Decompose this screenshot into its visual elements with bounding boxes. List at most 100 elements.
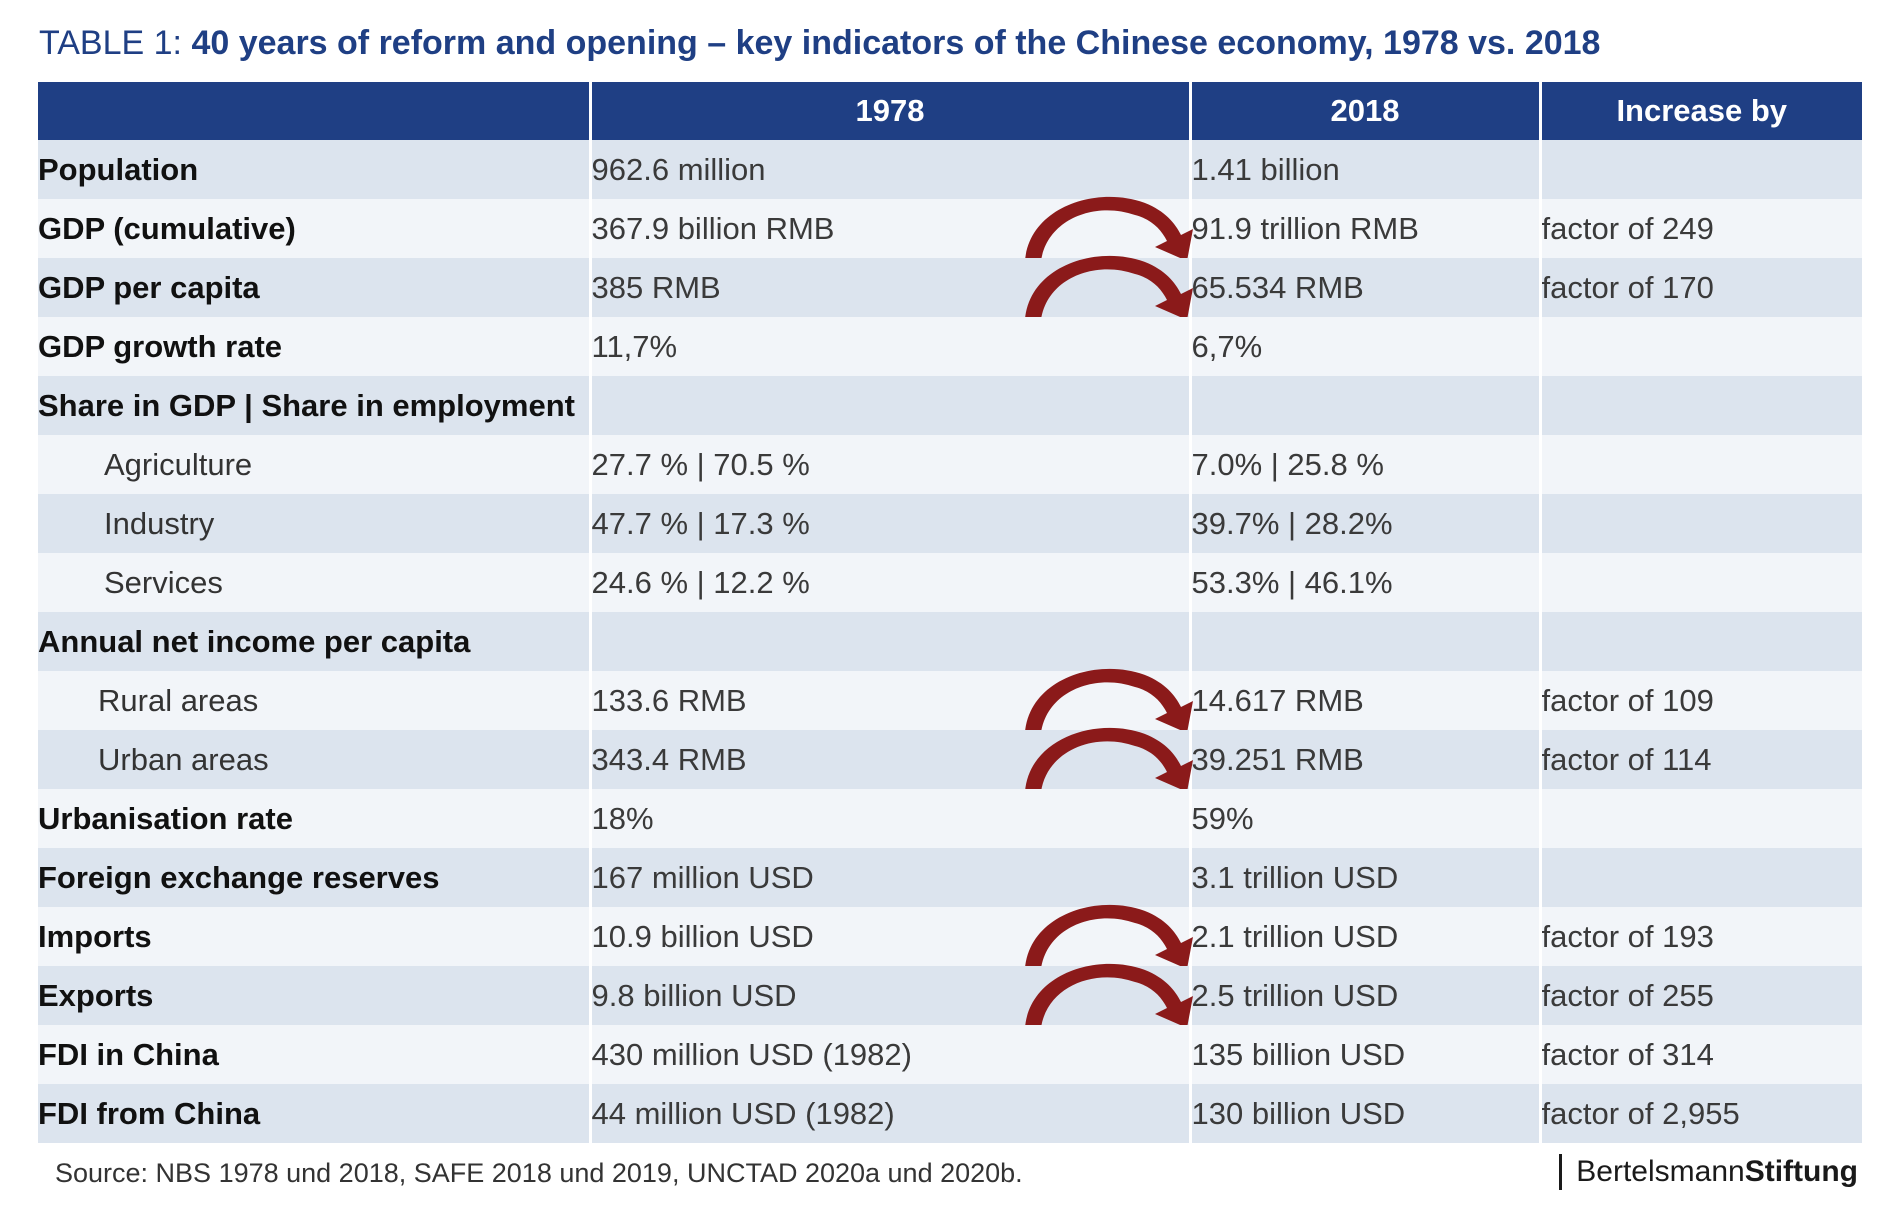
value-2018: 135 billion USD xyxy=(1190,1025,1542,1084)
value-increase: factor of 249 xyxy=(1540,199,1862,258)
value-1978: 167 million USD xyxy=(590,848,1192,907)
curved-arrow-icon xyxy=(1024,963,1193,1028)
value-2018: 2.5 trillion USD xyxy=(1190,966,1542,1025)
value-1978-text: 24.6 % | 12.2 % xyxy=(591,564,810,600)
table-row: Population 962.6 million 1.41 billion xyxy=(38,140,1862,199)
table-row: Rural areas 133.6 RMB 14.617 RMB factor of … xyxy=(38,668,1862,733)
value-2018: 3.1 trillion USD xyxy=(1190,848,1542,907)
value-increase xyxy=(1540,435,1862,494)
value-increase: factor of 170 xyxy=(1540,258,1862,317)
value-1978-text: 27.7 % | 70.5 % xyxy=(591,446,810,482)
value-2018: 39.7% | 28.2% xyxy=(1190,494,1542,553)
value-2018: 59% xyxy=(1190,789,1542,848)
row-label: Annual net income per capita xyxy=(38,612,592,671)
curved-arrow-icon xyxy=(1024,255,1193,320)
value-increase xyxy=(1540,553,1862,612)
table-row: Urban areas 343.4 RMB 39.251 RMB factor of … xyxy=(38,727,1862,792)
value-2018 xyxy=(1190,612,1542,671)
row-label: Rural areas xyxy=(38,671,592,730)
table-body: Population 962.6 million 1.41 billion GDP (… xyxy=(38,140,1862,1143)
value-2018: 7.0% | 25.8 % xyxy=(1190,435,1542,494)
value-increase xyxy=(1540,376,1862,435)
table-row: Annual net income per capita xyxy=(38,612,1862,671)
table-row: Foreign exchange reserves 167 million USD… xyxy=(38,848,1862,907)
row-label: Industry xyxy=(38,494,592,553)
row-label: Imports xyxy=(38,907,592,966)
table-row: Services 24.6 % | 12.2 % 53.3% | 46.1% xyxy=(38,553,1862,612)
value-1978: 367.9 billion RMB xyxy=(590,196,1193,261)
value-1978 xyxy=(590,612,1192,671)
value-1978: 10.9 billion USD xyxy=(590,904,1193,969)
value-increase: factor of 109 xyxy=(1540,671,1862,730)
value-2018: 1.41 billion xyxy=(1190,140,1542,199)
curved-arrow-icon xyxy=(1024,727,1193,792)
value-1978: 430 million USD (1982) xyxy=(590,1025,1192,1084)
row-label: Urban areas xyxy=(38,730,592,789)
row-label: Population xyxy=(38,140,592,199)
value-1978: 44 million USD (1982) xyxy=(590,1084,1192,1143)
table-row: Industry 47.7 % | 17.3 % 39.7% | 28.2% xyxy=(38,494,1862,553)
value-1978-text: 167 million USD xyxy=(591,859,814,895)
table-row: Exports 9.8 billion USD 2.5 trillion USD fa… xyxy=(38,963,1862,1028)
value-1978: 385 RMB xyxy=(590,255,1193,320)
value-1978: 11,7% xyxy=(590,317,1192,376)
row-label: Exports xyxy=(38,966,592,1025)
value-1978 xyxy=(590,376,1192,435)
value-1978-text: 18% xyxy=(591,800,654,836)
value-1978-text: 11,7% xyxy=(591,328,678,364)
table-title: TABLE 1: 40 years of reform and opening … xyxy=(39,18,1600,68)
value-1978-text: 430 million USD (1982) xyxy=(591,1036,912,1072)
value-1978-text: 133.6 RMB xyxy=(591,682,747,718)
value-1978-text: 9.8 billion USD xyxy=(591,977,797,1013)
header-increase: Increase by xyxy=(1540,82,1862,140)
row-label: Foreign exchange reserves xyxy=(38,848,592,907)
brand-part-1: Bertelsmann xyxy=(1576,1155,1745,1188)
row-label: GDP (cumulative) xyxy=(38,199,592,258)
value-1978-text: 343.4 RMB xyxy=(591,741,747,777)
table-row: GDP growth rate 11,7% 6,7% xyxy=(38,317,1862,376)
row-label: GDP growth rate xyxy=(38,317,592,376)
value-increase: factor of 193 xyxy=(1540,907,1862,966)
value-1978: 962.6 million xyxy=(590,140,1192,199)
value-increase xyxy=(1540,789,1862,848)
value-increase xyxy=(1540,612,1862,671)
table-row: Agriculture 27.7 % | 70.5 % 7.0% | 25.8 % xyxy=(38,435,1862,494)
indicators-table: 1978 2018 Increase by Population 962.6 mi… xyxy=(38,82,1862,1143)
value-increase xyxy=(1540,140,1862,199)
brand-part-2: Stiftung xyxy=(1744,1155,1858,1188)
table-header-row: 1978 2018 Increase by xyxy=(38,82,1862,140)
value-1978: 9.8 billion USD xyxy=(590,963,1193,1028)
header-1978: 1978 xyxy=(590,82,1192,140)
value-increase: factor of 2,955 xyxy=(1540,1084,1862,1143)
publisher-logo: BertelsmannStiftung xyxy=(1559,1154,1858,1190)
curved-arrow-icon xyxy=(1024,668,1193,733)
value-increase xyxy=(1540,317,1862,376)
value-2018: 39.251 RMB xyxy=(1190,730,1542,789)
table-row: GDP per capita 385 RMB 65.534 RMB factor of… xyxy=(38,255,1862,320)
value-1978-text: 10.9 billion USD xyxy=(591,918,814,954)
value-2018: 14.617 RMB xyxy=(1190,671,1542,730)
row-label: Agriculture xyxy=(38,435,592,494)
value-increase: factor of 314 xyxy=(1540,1025,1862,1084)
value-1978-text: 385 RMB xyxy=(591,269,721,305)
value-1978-text: 44 million USD (1982) xyxy=(591,1095,895,1131)
value-2018: 6,7% xyxy=(1190,317,1542,376)
table-title-main: 40 years of reform and opening – key ind… xyxy=(191,24,1601,62)
table-row: FDI in China 430 million USD (1982) 135 bi… xyxy=(38,1025,1862,1084)
value-1978-text: 367.9 billion RMB xyxy=(591,210,835,246)
header-2018: 2018 xyxy=(1190,82,1542,140)
table-row: Urbanisation rate 18% 59% xyxy=(38,789,1862,848)
value-2018: 53.3% | 46.1% xyxy=(1190,553,1542,612)
value-2018: 91.9 trillion RMB xyxy=(1190,199,1542,258)
value-1978-text: 47.7 % | 17.3 % xyxy=(591,505,810,541)
value-1978: 133.6 RMB xyxy=(590,668,1193,733)
table-row: FDI from China 44 million USD (1982) 130 b… xyxy=(38,1084,1862,1143)
value-1978: 27.7 % | 70.5 % xyxy=(590,435,1192,494)
value-1978-text: 962.6 million xyxy=(591,151,766,187)
value-1978: 18% xyxy=(590,789,1192,848)
row-label: Urbanisation rate xyxy=(38,789,592,848)
source-note: Source: NBS 1978 und 2018, SAFE 2018 und… xyxy=(55,1158,1023,1188)
value-increase xyxy=(1540,494,1862,553)
row-label: GDP per capita xyxy=(38,258,592,317)
curved-arrow-icon xyxy=(1024,196,1193,261)
